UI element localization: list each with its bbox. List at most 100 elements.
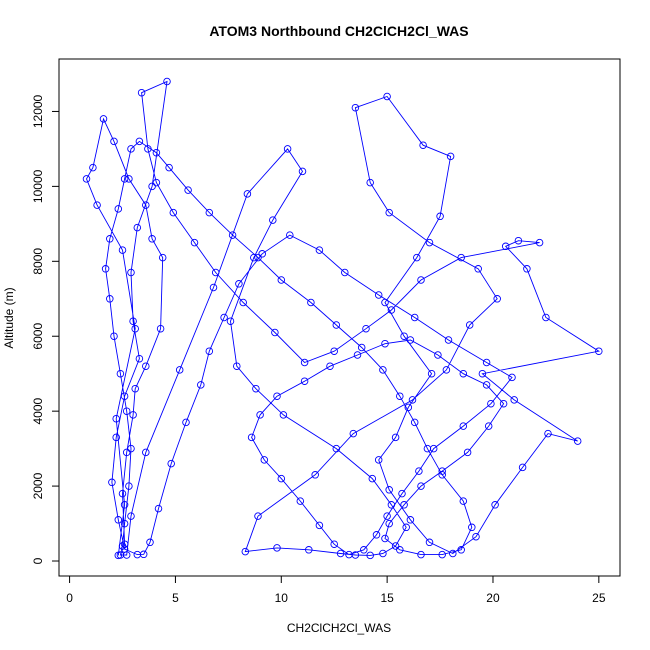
data-point: [118, 489, 127, 498]
y-tick-label: 4000: [31, 397, 45, 424]
data-point: [127, 268, 135, 277]
data-point: [142, 448, 150, 457]
data-point: [118, 246, 127, 254]
plot-frame: [58, 58, 621, 577]
data-point: [381, 339, 389, 348]
data-point: [315, 521, 324, 530]
data-point: [139, 550, 148, 559]
data-point: [408, 396, 417, 404]
data-point: [127, 512, 135, 520]
data-point: [385, 519, 393, 528]
data-point: [135, 137, 144, 146]
data-point: [125, 175, 133, 183]
data-point: [271, 328, 279, 337]
data-point: [148, 182, 156, 191]
data-point: [273, 544, 281, 552]
data-point: [114, 205, 123, 213]
data-point: [330, 347, 338, 355]
data-point: [93, 201, 101, 209]
data-point: [233, 362, 241, 370]
data-point: [122, 407, 131, 415]
x-tick-label: 0: [66, 591, 73, 605]
data-point: [252, 384, 260, 393]
data-point: [120, 519, 129, 528]
data-point: [129, 317, 137, 325]
data-point: [152, 148, 161, 157]
data-point: [148, 235, 156, 243]
data-point: [277, 474, 286, 483]
y-tick-label: 12000: [31, 94, 45, 128]
data-point: [197, 381, 205, 389]
data-point: [228, 231, 237, 239]
data-point: [163, 77, 171, 86]
data-point: [402, 523, 410, 532]
data-point: [152, 178, 161, 187]
data-point: [142, 362, 150, 370]
data-point: [326, 362, 334, 370]
data-point: [360, 546, 368, 554]
data-point: [535, 238, 544, 247]
data-point: [501, 242, 510, 251]
data-point: [250, 253, 258, 262]
data-point: [120, 501, 129, 509]
data-point: [332, 444, 341, 453]
data-point: [482, 381, 491, 389]
data-point: [239, 298, 247, 307]
data-point: [137, 88, 146, 97]
data-point: [332, 321, 341, 329]
data-point: [99, 115, 108, 123]
data-point: [468, 523, 476, 532]
data-point: [366, 178, 374, 187]
data-point: [300, 377, 309, 385]
data-point: [279, 411, 288, 419]
data-point: [459, 422, 468, 430]
data-point: [595, 347, 603, 355]
data-point: [127, 145, 135, 153]
data-point: [366, 551, 374, 560]
data-point: [296, 497, 305, 505]
data-point: [385, 208, 393, 217]
data-point: [120, 175, 129, 183]
data-point: [135, 354, 144, 363]
data-point: [154, 504, 163, 513]
data-point: [415, 467, 423, 475]
data-point: [131, 384, 139, 393]
x-tick-label: 20: [486, 591, 500, 605]
data-point: [499, 399, 508, 408]
data-point: [118, 542, 127, 550]
data-point: [286, 231, 294, 239]
data-point: [413, 253, 421, 262]
data-point: [144, 145, 152, 153]
data-point: [438, 550, 446, 559]
data-point: [391, 433, 400, 442]
data-point: [345, 550, 353, 559]
data-point: [158, 253, 167, 262]
data-point: [410, 418, 419, 427]
data-point: [372, 531, 381, 539]
data-point: [205, 208, 214, 217]
data-point: [167, 459, 175, 468]
data-point: [131, 324, 139, 333]
data-point: [110, 137, 118, 146]
data-point: [510, 396, 518, 404]
data-point: [379, 549, 387, 558]
data-point: [459, 369, 468, 378]
data-point: [398, 489, 406, 498]
data-point: [120, 540, 129, 548]
x-tick-label: 10: [275, 591, 289, 605]
data-point: [508, 373, 516, 382]
data-point: [110, 332, 118, 340]
data-point: [396, 546, 404, 554]
data-point: [269, 216, 277, 224]
data-point: [425, 238, 434, 247]
data-point: [106, 295, 114, 303]
data-point: [315, 246, 324, 254]
data-point: [438, 467, 446, 475]
data-point: [482, 358, 491, 367]
data-point: [446, 152, 455, 161]
data-point: [478, 369, 487, 378]
data-point: [518, 463, 527, 472]
data-point: [444, 336, 453, 344]
data-point: [133, 223, 142, 232]
